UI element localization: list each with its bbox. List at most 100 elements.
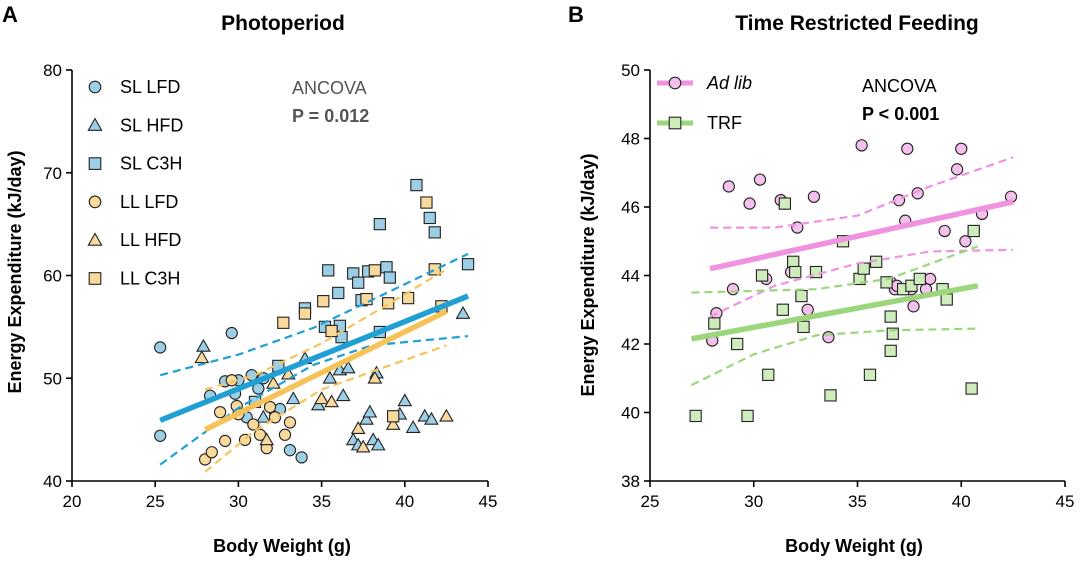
data-point xyxy=(225,326,238,340)
x-axis-label-a: Body Weight (g) xyxy=(213,536,351,556)
data-point xyxy=(776,303,789,316)
legend-marker xyxy=(87,117,103,131)
data-point xyxy=(787,255,800,268)
data-point xyxy=(795,289,808,303)
data-point xyxy=(755,269,769,282)
ci-upper-b xyxy=(710,156,1014,229)
p-value-a: P = 0.012 xyxy=(292,106,369,126)
legend-marker xyxy=(87,232,103,246)
data-point xyxy=(428,263,441,276)
p-value-b: P < 0.001 xyxy=(862,104,939,124)
y-tick-label-b: 40 xyxy=(621,404,640,423)
data-point xyxy=(863,368,877,381)
data-point xyxy=(218,434,232,448)
data-point xyxy=(789,265,802,279)
data-point xyxy=(285,391,301,405)
legend-label: SL LFD xyxy=(120,77,180,97)
data-point xyxy=(380,261,393,274)
ancova-label-a: ANCOVA xyxy=(292,78,367,98)
data-point xyxy=(367,370,383,384)
legend-marker xyxy=(668,76,682,90)
legend-marker xyxy=(88,195,102,209)
data-point xyxy=(461,258,475,271)
data-point xyxy=(350,421,366,434)
y-tick-label-b: 44 xyxy=(621,267,640,286)
data-point xyxy=(857,262,870,275)
data-point xyxy=(955,142,968,155)
series-b-0 xyxy=(706,139,1018,347)
data-point xyxy=(247,418,260,431)
data-point xyxy=(884,310,897,323)
data-point xyxy=(797,320,810,334)
y-tick-label-a: 80 xyxy=(43,61,62,80)
ci-lower-b xyxy=(709,248,1014,318)
y-tick-label-b: 50 xyxy=(621,61,640,80)
data-point xyxy=(322,264,335,277)
data-point xyxy=(352,276,365,289)
x-tick-label-a: 40 xyxy=(395,492,414,511)
series-a-4 xyxy=(194,350,454,453)
plot-area-a: 20 25 30 35 40 45 40 50 60 70 80 SL LFD SL HFD SL C3H… xyxy=(43,61,497,511)
data-point xyxy=(368,264,381,277)
data-point xyxy=(359,411,374,425)
y-tick-label-b: 46 xyxy=(621,198,640,217)
legend-label: SL HFD xyxy=(120,115,183,135)
x-tick-label-b: 25 xyxy=(641,492,660,511)
fit-line-a xyxy=(159,293,470,423)
data-point xyxy=(335,388,351,402)
x-tick-label-a: 30 xyxy=(229,492,248,511)
data-point xyxy=(295,451,308,464)
data-point xyxy=(730,337,744,351)
data-point xyxy=(886,327,899,340)
data-point xyxy=(923,272,937,286)
data-point xyxy=(382,297,395,310)
data-point xyxy=(196,338,211,352)
x-tick-label-a: 20 xyxy=(63,492,82,511)
data-point xyxy=(298,307,312,320)
legend-label: LL C3H xyxy=(120,269,180,289)
data-point xyxy=(277,316,290,329)
ci-upper-a xyxy=(159,252,469,377)
data-point xyxy=(753,173,767,186)
data-point xyxy=(383,271,396,284)
data-point xyxy=(322,370,338,384)
x-tick-label-a: 45 xyxy=(479,492,498,511)
data-point xyxy=(278,428,292,441)
data-point xyxy=(722,180,735,193)
data-point xyxy=(455,305,471,319)
data-point xyxy=(965,382,978,395)
data-point xyxy=(154,429,167,442)
series-a-3 xyxy=(198,374,297,466)
data-point xyxy=(959,235,972,248)
plot-area-b: 25 30 35 40 45 38 40 42 44 46 48 50 Ad lib TRF xyxy=(621,61,1074,511)
panel-letter-b: B xyxy=(568,2,584,27)
data-point xyxy=(950,163,964,176)
series-a-5 xyxy=(277,196,448,423)
data-point xyxy=(855,139,868,152)
fit-line-b xyxy=(690,283,979,342)
x-tick-label-a: 35 xyxy=(312,492,331,511)
legend-marker xyxy=(88,80,102,94)
data-point xyxy=(387,410,400,423)
data-point xyxy=(263,400,277,414)
legend-label: SL C3H xyxy=(120,154,182,174)
data-point xyxy=(807,190,821,203)
y-axis-label-a: Energy Expenditure (kJ/day) xyxy=(5,150,25,393)
y-axis-label-b: Energy Expenditure (kJ/day) xyxy=(578,153,598,396)
legend-marker xyxy=(88,157,102,170)
data-point xyxy=(332,286,345,300)
data-point xyxy=(259,432,275,446)
y-tick-label-b: 38 xyxy=(621,472,640,491)
data-point xyxy=(283,444,297,457)
data-point xyxy=(362,404,378,418)
data-point xyxy=(385,416,401,430)
data-point xyxy=(324,394,339,408)
fit-line-b xyxy=(709,199,1014,272)
data-point xyxy=(154,341,167,354)
chart-title-b: Time Restricted Feeding xyxy=(735,12,979,35)
data-point xyxy=(360,292,373,306)
data-point xyxy=(205,446,218,459)
ci-lower-a xyxy=(204,344,447,473)
data-point xyxy=(428,226,441,239)
